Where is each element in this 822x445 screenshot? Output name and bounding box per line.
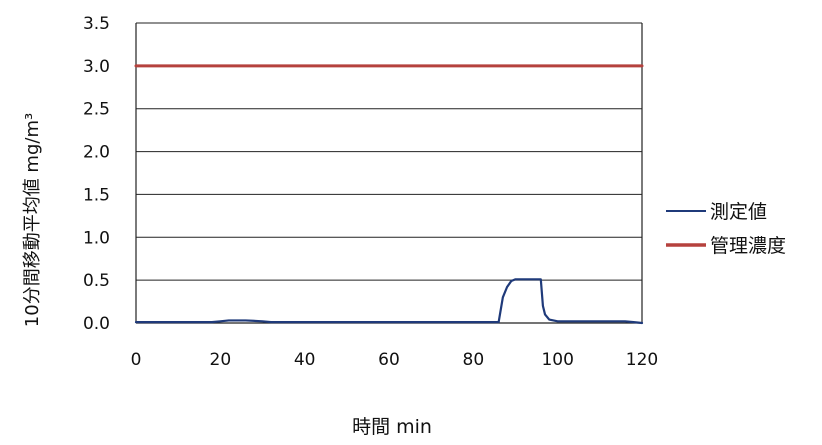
y-tick-label-5: 2.5 (83, 100, 110, 120)
x-tick-label-2: 40 (294, 350, 316, 370)
y-tick-label-3: 1.5 (83, 185, 110, 205)
x-axis-label: 時間 min (352, 416, 432, 438)
x-tick-label-4: 80 (463, 350, 485, 370)
legend-label-1: 管理濃度 (710, 235, 786, 257)
grid-layer (136, 22, 642, 324)
y-tick-label-4: 2.0 (83, 143, 110, 163)
y-axis-label: 10分間移動平均値 mg/m³ (22, 113, 43, 327)
axis-layer: 0.0 0.5 1.0 1.5 2.0 2.5 3.0 3.5 0 20 40 60 80 100 120 (83, 14, 658, 370)
series-line-0 (134, 278, 644, 325)
series-layer (134, 64, 644, 325)
y-tick-label-6: 3.0 (83, 57, 110, 77)
x-tick-label-5: 100 (541, 350, 573, 370)
legend-label-0: 測定値 (710, 201, 767, 223)
y-tick-label-2: 1.0 (83, 228, 110, 248)
x-tick-label-6: 120 (626, 350, 658, 370)
y-tick-label-1: 0.5 (83, 271, 110, 291)
x-tick-label-3: 60 (378, 350, 400, 370)
x-tick-label-1: 20 (210, 350, 232, 370)
y-tick-label-7: 3.5 (83, 14, 110, 34)
x-tick-label-0: 0 (131, 350, 142, 370)
y-tick-label-0: 0.0 (83, 314, 110, 334)
